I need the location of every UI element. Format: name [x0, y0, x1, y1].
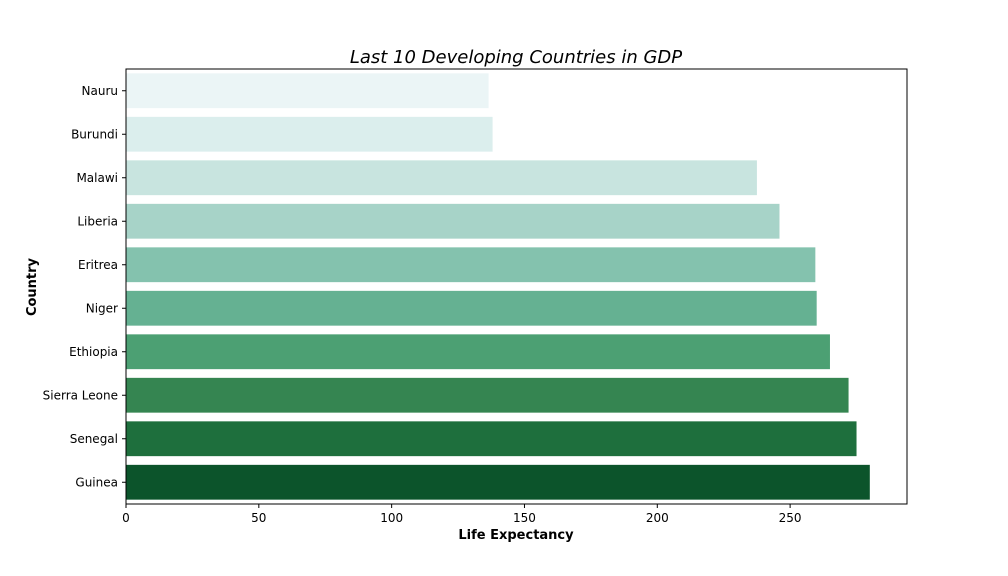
- y-tick-label: Nauru: [82, 84, 118, 98]
- bar-sierra-leone: [126, 377, 849, 413]
- y-tick-label: Burundi: [71, 127, 118, 141]
- bar-guinea: [126, 464, 870, 500]
- y-axis-label: Country: [25, 257, 40, 316]
- bar-senegal: [126, 421, 857, 457]
- bars-layer: [126, 73, 870, 500]
- bar-ethiopia: [126, 334, 830, 370]
- x-tick-label: 200: [646, 511, 669, 525]
- y-tick-label: Ethiopia: [69, 345, 118, 359]
- y-tick-label: Senegal: [70, 432, 118, 446]
- y-tick-label: Malawi: [76, 171, 118, 185]
- y-tick-label: Sierra Leone: [43, 388, 118, 402]
- x-tick-label: 50: [251, 511, 266, 525]
- bar-malawi: [126, 160, 757, 196]
- y-tick-label: Eritrea: [78, 258, 118, 272]
- x-tick-label: 150: [513, 511, 536, 525]
- x-tick-label: 100: [380, 511, 403, 525]
- y-ticks: Nauru Burundi Malawi Liberia Eritrea Niger Eth…: [43, 84, 126, 489]
- bar-burundi: [126, 116, 493, 152]
- x-ticks: 0 50 100 150 200 250: [122, 504, 802, 525]
- x-tick-label: 0: [122, 511, 130, 525]
- bar-liberia: [126, 203, 780, 239]
- x-axis-label: Life Expectancy: [458, 528, 574, 543]
- y-tick-label: Guinea: [75, 475, 118, 489]
- y-tick-label: Liberia: [77, 214, 118, 228]
- chart-title: Last 10 Developing Countries in GDP: [350, 47, 682, 68]
- bar-niger: [126, 290, 817, 326]
- bar-eritrea: [126, 247, 816, 283]
- y-tick-label: Niger: [86, 301, 118, 315]
- bar-nauru: [126, 73, 489, 109]
- x-tick-label: 250: [779, 511, 802, 525]
- plot-frame: [125, 68, 908, 505]
